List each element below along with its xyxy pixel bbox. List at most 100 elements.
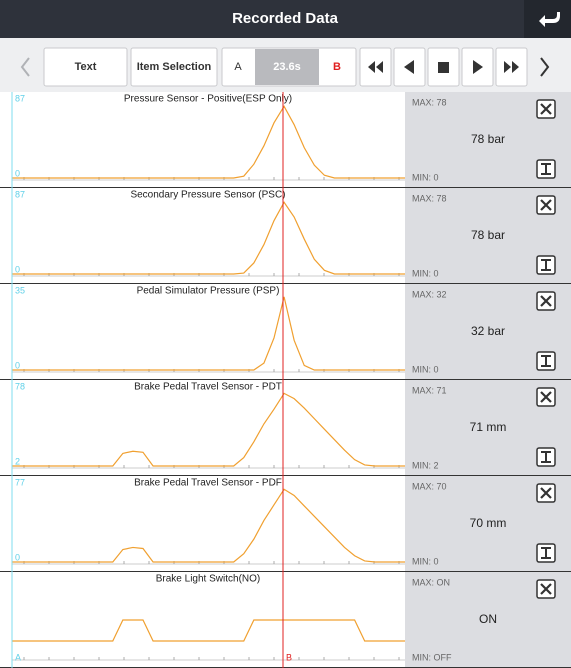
time-box xyxy=(255,49,319,85)
scale-min: 0 xyxy=(15,168,20,178)
prev-page-arrow[interactable] xyxy=(20,57,30,77)
min-label: MIN: 0 xyxy=(412,268,439,278)
info-icon xyxy=(541,547,551,559)
cursor-b-label: B xyxy=(333,61,341,73)
sensor-panel: Brake Pedal Travel Sensor - PDT 78 2 MAX: 7… xyxy=(0,380,571,476)
min-label: MIN: 0 xyxy=(412,172,439,182)
signal-trace xyxy=(12,105,405,179)
info-icon xyxy=(541,451,551,463)
max-label: MAX: 78 xyxy=(412,193,447,203)
info-icon xyxy=(541,355,551,367)
cursor-a-marker: A xyxy=(15,652,21,662)
scale-max: 87 xyxy=(15,93,25,103)
play-button[interactable] xyxy=(461,47,494,87)
step-back-button[interactable] xyxy=(393,47,426,87)
scale-min: 0 xyxy=(15,552,20,562)
sensor-panel: Pressure Sensor - Positive(ESP Only) 87 0 M… xyxy=(0,92,571,188)
panel-title: Pedal Simulator Pressure (PSP) xyxy=(137,286,280,297)
signal-trace xyxy=(12,201,405,275)
max-label: MAX: 70 xyxy=(412,481,447,491)
scale-max: 78 xyxy=(15,381,25,391)
info-button[interactable] xyxy=(536,447,556,467)
cursor-b-marker: B xyxy=(286,652,292,662)
min-label: MIN: 2 xyxy=(412,460,439,470)
min-label: MIN: OFF xyxy=(412,652,452,662)
panel-title: Brake Pedal Travel Sensor - PDT xyxy=(134,382,282,393)
rewind-icon xyxy=(368,61,383,73)
next-page-arrow[interactable] xyxy=(540,57,550,77)
fast-forward-button[interactable] xyxy=(495,47,528,87)
info-button[interactable] xyxy=(536,159,556,179)
remove-button[interactable] xyxy=(536,579,556,599)
chart-area xyxy=(0,284,405,380)
fast-forward-icon xyxy=(504,61,519,73)
current-value: 78 bar xyxy=(471,132,505,146)
return-button[interactable] xyxy=(524,0,571,38)
min-label: MIN: 0 xyxy=(412,556,439,566)
max-label: MAX: 78 xyxy=(412,97,447,107)
cursor-group[interactable]: A 23.6s B xyxy=(221,47,357,87)
info-icon xyxy=(541,259,551,271)
panel-title: Secondary Pressure Sensor (PSC) xyxy=(130,190,285,201)
scale-min: 0 xyxy=(15,264,20,274)
sensor-panel: Secondary Pressure Sensor (PSC) 87 0 MAX: 7… xyxy=(0,188,571,284)
signal-trace xyxy=(12,392,405,467)
current-value: 71 mm xyxy=(470,420,507,434)
remove-button[interactable] xyxy=(536,291,556,311)
sensor-panel: Brake Light Switch(NO) MAX: ON ON MIN: OFF xyxy=(0,572,571,668)
remove-icon xyxy=(540,391,552,403)
text-button-bg xyxy=(43,47,128,87)
current-value: ON xyxy=(479,612,497,626)
signal-trace xyxy=(12,488,405,563)
max-label: MAX: 32 xyxy=(412,289,447,299)
panels: Pressure Sensor - Positive(ESP Only) 87 0 M… xyxy=(0,92,571,668)
remove-icon xyxy=(540,103,552,115)
stop-icon xyxy=(438,62,449,73)
info-icon xyxy=(541,163,551,175)
remove-icon xyxy=(540,199,552,211)
max-label: MAX: 71 xyxy=(412,385,447,395)
scale-min: 0 xyxy=(15,360,20,370)
rewind-button[interactable] xyxy=(359,47,392,87)
panel-title: Pressure Sensor - Positive(ESP Only) xyxy=(124,94,292,105)
info-button[interactable] xyxy=(536,351,556,371)
info-button[interactable] xyxy=(536,543,556,563)
remove-icon xyxy=(540,295,552,307)
header-title: Recorded Data xyxy=(232,10,339,27)
scale-max: 77 xyxy=(15,477,25,487)
remove-icon xyxy=(540,487,552,499)
chart-area xyxy=(0,476,405,572)
header-bar xyxy=(0,0,571,38)
button-bg xyxy=(495,47,528,87)
item-selection-button[interactable]: Item Selection xyxy=(130,47,218,87)
remove-button[interactable] xyxy=(536,195,556,215)
panel-title: Brake Light Switch(NO) xyxy=(156,574,260,585)
info-button[interactable] xyxy=(536,255,556,275)
text-button[interactable]: Text xyxy=(43,47,128,87)
signal-trace xyxy=(12,619,405,642)
step-back-icon xyxy=(404,60,414,74)
signal-trace xyxy=(12,296,405,371)
chart-area xyxy=(0,188,405,284)
chart-area xyxy=(0,380,405,476)
button-bg xyxy=(359,47,392,87)
current-value: 70 mm xyxy=(470,516,507,530)
current-value: 32 bar xyxy=(471,324,505,338)
remove-button[interactable] xyxy=(536,387,556,407)
return-icon xyxy=(539,12,560,27)
time-label: 23.6s xyxy=(273,61,301,73)
stop-button[interactable] xyxy=(427,47,460,87)
scale-max: 35 xyxy=(15,285,25,295)
scale-max: 87 xyxy=(15,189,25,199)
remove-button[interactable] xyxy=(536,99,556,119)
sensor-panel: Brake Pedal Travel Sensor - PDF 77 0 MAX: 7… xyxy=(0,476,571,572)
text-button-label: Text xyxy=(75,61,97,73)
chart-area xyxy=(0,92,405,188)
sensor-panel: Pedal Simulator Pressure (PSP) 35 0 MAX: 32… xyxy=(0,284,571,380)
item-selection-label: Item Selection xyxy=(137,61,212,73)
play-icon xyxy=(473,60,483,74)
panel-title: Brake Pedal Travel Sensor - PDF xyxy=(134,478,282,489)
remove-button[interactable] xyxy=(536,483,556,503)
